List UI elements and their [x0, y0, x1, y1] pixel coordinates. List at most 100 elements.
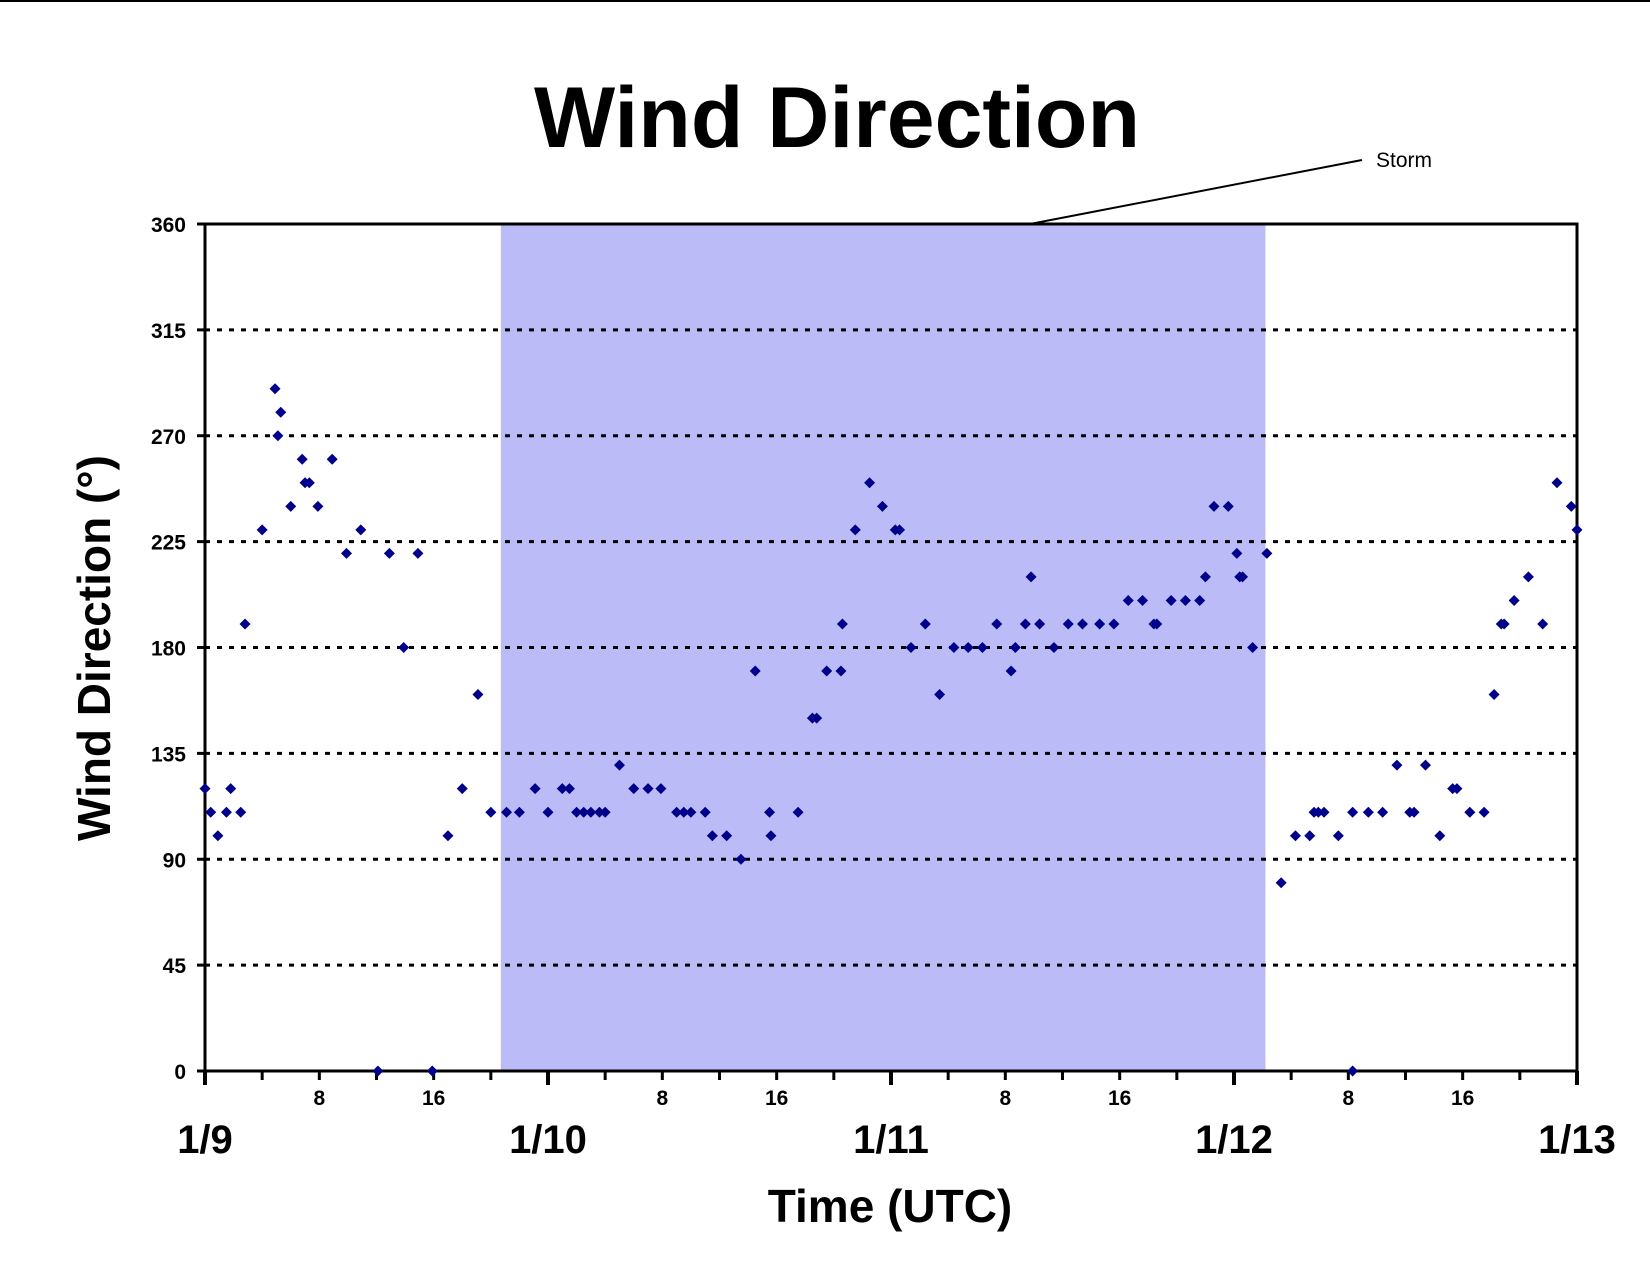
data-point: [326, 453, 338, 465]
data-point: [1522, 571, 1534, 583]
data-point: [205, 806, 217, 818]
x-hour-label: 16: [765, 1087, 788, 1110]
data-point: [256, 524, 268, 536]
data-point: [934, 689, 946, 701]
y-tick-label: 180: [151, 638, 186, 661]
y-tick-label: 315: [151, 320, 186, 343]
data-point: [1094, 618, 1106, 630]
data-point: [593, 806, 605, 818]
data-point: [821, 665, 833, 677]
y-tick-label: 270: [151, 426, 186, 449]
data-point: [876, 500, 888, 512]
data-point: [529, 783, 541, 795]
data-point: [1451, 783, 1463, 795]
data-point: [792, 806, 804, 818]
data-point: [296, 453, 308, 465]
data-point: [735, 853, 747, 865]
x-date-label: 1/13: [1538, 1118, 1616, 1162]
data-point: [628, 783, 640, 795]
data-point: [1551, 477, 1563, 489]
data-point: [1108, 618, 1120, 630]
data-point: [383, 547, 395, 559]
data-point: [303, 477, 315, 489]
data-point: [272, 430, 284, 442]
data-point: [239, 618, 251, 630]
data-point: [671, 806, 683, 818]
x-hour-label: 16: [1451, 1087, 1474, 1110]
data-point: [1434, 830, 1446, 842]
data-point: [1347, 1065, 1359, 1077]
y-tick-label: 90: [163, 849, 186, 872]
data-point: [1488, 689, 1500, 701]
data-point: [811, 712, 823, 724]
y-tick-label: 135: [151, 743, 186, 766]
data-point: [1391, 759, 1403, 771]
data-point: [764, 806, 776, 818]
data-point: [1537, 618, 1549, 630]
data-point: [1009, 642, 1021, 653]
x-date-label: 1/10: [509, 1118, 587, 1162]
data-point: [721, 830, 733, 842]
data-point: [1571, 524, 1583, 536]
y-tick-label: 360: [151, 214, 186, 237]
data-point: [285, 500, 297, 512]
data-point: [571, 806, 583, 818]
data-point: [585, 806, 597, 818]
data-point: [1005, 665, 1017, 677]
data-point: [749, 665, 761, 677]
data-point: [556, 783, 568, 795]
data-point: [1122, 594, 1134, 606]
data-point: [685, 806, 697, 818]
data-point: [235, 806, 247, 818]
data-point: [1508, 594, 1520, 606]
y-tick-label: 45: [163, 955, 187, 978]
data-point: [1208, 500, 1220, 512]
data-point: [1137, 594, 1149, 606]
data-point: [513, 806, 525, 818]
data-point: [225, 783, 237, 795]
data-point: [485, 806, 497, 818]
data-point: [199, 783, 211, 795]
x-axis-title: Time (UTC): [768, 1180, 1013, 1232]
x-hour-label: 8: [313, 1087, 325, 1110]
chart-title: Wind Direction: [534, 70, 1140, 166]
x-date-label: 1/12: [1195, 1118, 1273, 1162]
data-point: [919, 618, 931, 630]
data-point: [699, 806, 711, 818]
data-point: [1261, 547, 1273, 559]
data-point: [340, 547, 352, 559]
data-point: [1304, 830, 1316, 842]
data-point: [849, 524, 861, 536]
y-axis-title: Wind Direction (°): [68, 455, 120, 841]
data-point: [456, 783, 468, 795]
data-point: [991, 618, 1003, 630]
data-point: [1025, 571, 1037, 583]
storm-annotation-leader: [1029, 159, 1363, 225]
data-point: [1312, 806, 1324, 818]
data-point: [1062, 618, 1074, 630]
data-point: [1222, 500, 1234, 512]
data-point: [706, 830, 718, 842]
data-point: [1478, 806, 1490, 818]
x-hour-label: 8: [1342, 1087, 1354, 1110]
data-point: [542, 806, 554, 818]
data-point: [269, 383, 281, 395]
data-point: [613, 759, 625, 771]
data-point: [398, 642, 410, 653]
data-point: [1318, 806, 1330, 818]
data-point: [220, 806, 232, 818]
data-point: [372, 1065, 384, 1077]
data-point: [678, 806, 690, 818]
data-point: [1498, 618, 1510, 630]
data-point: [1362, 806, 1374, 818]
data-point: [1034, 618, 1046, 630]
data-point: [442, 830, 454, 842]
data-point: [1194, 594, 1206, 606]
data-point: [1231, 547, 1243, 559]
data-point: [835, 665, 847, 677]
data-point: [563, 783, 575, 795]
data-point: [1019, 618, 1031, 630]
y-tick-label: 225: [151, 532, 186, 555]
